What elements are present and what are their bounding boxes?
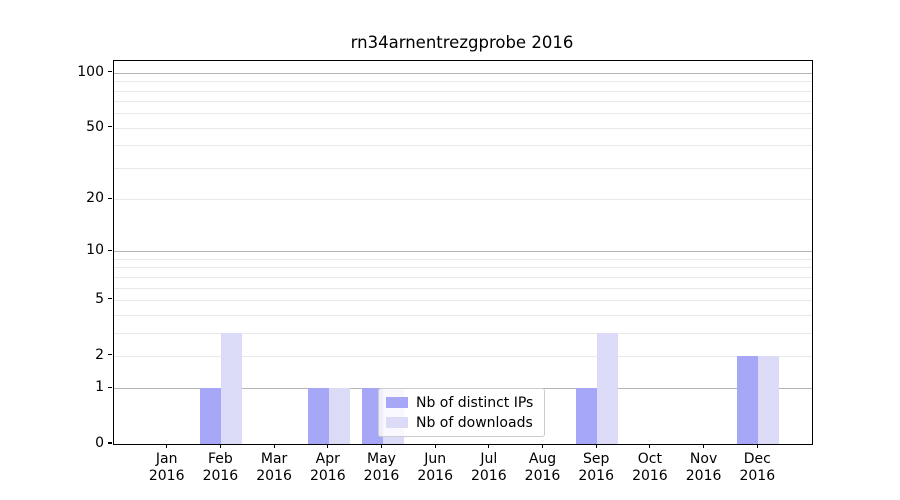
y-tick-label: 5 <box>95 290 104 307</box>
x-tick <box>756 444 758 448</box>
x-tick-label: Mar 2016 <box>256 451 292 484</box>
bar-downloads <box>221 332 243 444</box>
y-tick-label: 100 <box>77 63 104 80</box>
x-tick-label: Jun 2016 <box>417 451 453 484</box>
gridline-major <box>114 72 812 74</box>
x-tick-label: Feb 2016 <box>202 451 239 484</box>
bar-distinct-ips <box>307 388 329 444</box>
x-tick <box>703 444 705 448</box>
x-tick-label: May 2016 <box>363 451 400 484</box>
legend-label-distinct-ips: Nb of distinct IPs <box>416 394 534 411</box>
x-tick <box>488 444 490 448</box>
gridline-minor <box>114 199 812 201</box>
x-tick <box>219 444 221 448</box>
y-tick <box>108 354 112 356</box>
y-tick-label: 0 <box>95 435 104 451</box>
legend-item-downloads: Nb of downloads <box>386 415 537 431</box>
x-tick-label: Aug 2016 <box>524 451 561 484</box>
x-tick <box>327 444 329 448</box>
x-tick-label: Sep 2016 <box>578 451 614 484</box>
legend: Nb of distinct IPs Nb of downloads <box>378 388 545 437</box>
x-tick-label: Oct 2016 <box>632 451 668 484</box>
bar-downloads <box>328 388 350 444</box>
gridline-minor <box>114 314 812 316</box>
x-tick <box>649 444 651 448</box>
gridline-minor <box>114 299 812 301</box>
x-tick-label: Nov 2016 <box>685 451 722 484</box>
gridline-minor <box>114 127 812 129</box>
legend-item-distinct-ips: Nb of distinct IPs <box>386 395 537 411</box>
gridline-minor <box>114 287 812 289</box>
x-tick-label: Apr 2016 <box>309 451 346 484</box>
bar-downloads <box>758 355 780 444</box>
x-tick <box>166 444 168 448</box>
x-tick <box>380 444 383 448</box>
legend-swatch-distinct-ips <box>386 397 408 408</box>
gridline-major <box>114 251 812 253</box>
gridline-minor <box>114 113 812 115</box>
gridline-minor <box>114 258 812 260</box>
y-tick <box>108 126 112 128</box>
x-tick-label: Dec 2016 <box>739 451 776 484</box>
y-tick-label: 50 <box>86 118 104 135</box>
y-tick-label: 1 <box>95 379 104 396</box>
x-tick <box>273 444 275 448</box>
y-tick <box>108 442 112 444</box>
bar-distinct-ips <box>200 388 222 444</box>
bar-downloads <box>597 332 619 444</box>
y-tick <box>108 249 112 251</box>
x-tick-label: Jul 2016 <box>470 451 507 484</box>
y-tick <box>108 71 112 73</box>
x-tick-label: Jan 2016 <box>148 451 185 484</box>
gridline-minor <box>114 276 812 278</box>
gridline-minor <box>114 355 812 357</box>
gridline-minor <box>114 90 812 92</box>
y-tick <box>108 197 112 199</box>
legend-swatch-downloads <box>386 417 408 428</box>
y-tick-label: 2 <box>95 346 104 363</box>
x-tick <box>434 444 436 448</box>
x-tick <box>595 444 597 448</box>
y-tick <box>108 298 112 300</box>
gridline-minor <box>114 332 812 334</box>
bar-distinct-ips <box>576 388 598 444</box>
x-tick <box>541 444 544 448</box>
legend-label-downloads: Nb of downloads <box>416 414 533 431</box>
gridline-minor <box>114 167 812 169</box>
y-tick-label: 10 <box>86 242 104 259</box>
y-tick <box>108 386 112 388</box>
bar-distinct-ips <box>361 388 383 444</box>
bar-distinct-ips <box>737 355 759 444</box>
gridline-minor <box>114 101 812 103</box>
gridline-minor <box>114 145 812 147</box>
chart-title: rn34arnentrezgprobe 2016 <box>350 33 574 52</box>
y-tick-label: 20 <box>86 190 104 207</box>
gridline-minor <box>114 267 812 269</box>
gridline-minor <box>114 81 812 83</box>
